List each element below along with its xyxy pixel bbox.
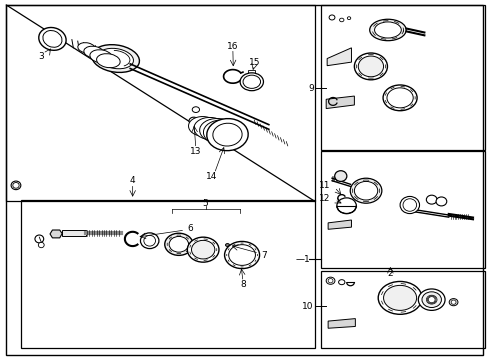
Ellipse shape: [199, 118, 235, 143]
Text: 11: 11: [318, 181, 330, 190]
Ellipse shape: [83, 46, 103, 58]
Ellipse shape: [203, 120, 241, 146]
Ellipse shape: [417, 289, 444, 310]
Ellipse shape: [194, 117, 226, 140]
Ellipse shape: [435, 197, 446, 206]
Ellipse shape: [90, 50, 112, 63]
Ellipse shape: [43, 31, 62, 47]
Polygon shape: [327, 220, 351, 229]
Ellipse shape: [39, 27, 66, 50]
Ellipse shape: [427, 297, 434, 303]
Ellipse shape: [386, 88, 412, 108]
Ellipse shape: [143, 235, 155, 246]
Ellipse shape: [354, 53, 386, 80]
Ellipse shape: [338, 280, 344, 285]
Ellipse shape: [383, 285, 416, 310]
Ellipse shape: [402, 199, 416, 211]
Text: 15: 15: [248, 58, 260, 67]
Polygon shape: [50, 230, 62, 238]
Ellipse shape: [328, 15, 334, 20]
Ellipse shape: [358, 56, 383, 77]
Ellipse shape: [377, 282, 421, 314]
Bar: [321, 271, 484, 348]
Ellipse shape: [97, 54, 120, 68]
Text: 10: 10: [302, 302, 313, 311]
Ellipse shape: [369, 19, 406, 41]
Ellipse shape: [339, 18, 343, 22]
Text: 16: 16: [226, 41, 238, 50]
Ellipse shape: [228, 245, 255, 265]
Ellipse shape: [11, 181, 21, 190]
Ellipse shape: [426, 295, 436, 304]
Ellipse shape: [140, 233, 159, 249]
Ellipse shape: [448, 298, 457, 306]
Ellipse shape: [192, 107, 199, 112]
Ellipse shape: [325, 277, 334, 284]
Ellipse shape: [92, 45, 139, 72]
Ellipse shape: [224, 242, 259, 269]
Text: 5: 5: [203, 199, 208, 208]
Ellipse shape: [78, 43, 95, 53]
Ellipse shape: [206, 118, 248, 151]
Ellipse shape: [427, 296, 435, 303]
Text: —1: —1: [295, 255, 309, 264]
Ellipse shape: [188, 117, 217, 136]
Bar: [21, 200, 314, 348]
Ellipse shape: [164, 233, 193, 255]
Text: 4: 4: [130, 176, 135, 185]
Text: 2: 2: [387, 269, 392, 278]
Ellipse shape: [169, 237, 188, 252]
Text: 12: 12: [318, 194, 330, 203]
Bar: [321, 5, 484, 150]
Ellipse shape: [399, 197, 419, 213]
Ellipse shape: [191, 240, 214, 259]
Text: 8: 8: [240, 280, 245, 289]
Ellipse shape: [98, 48, 133, 69]
Ellipse shape: [212, 123, 242, 146]
Ellipse shape: [426, 195, 436, 204]
Ellipse shape: [450, 300, 455, 304]
Ellipse shape: [382, 85, 416, 111]
Bar: [248, 70, 255, 74]
Bar: [61, 230, 86, 236]
Ellipse shape: [189, 117, 198, 124]
Ellipse shape: [374, 22, 401, 38]
Ellipse shape: [327, 279, 332, 283]
Ellipse shape: [354, 181, 377, 200]
Ellipse shape: [349, 178, 381, 203]
Ellipse shape: [334, 171, 346, 181]
Ellipse shape: [187, 237, 219, 262]
Text: 6: 6: [187, 224, 193, 233]
Ellipse shape: [240, 73, 263, 91]
Text: 9: 9: [308, 84, 314, 93]
Polygon shape: [325, 96, 354, 109]
Bar: [6, 5, 314, 202]
Ellipse shape: [421, 292, 441, 307]
Ellipse shape: [35, 235, 43, 243]
Ellipse shape: [225, 244, 229, 247]
Text: 3: 3: [38, 51, 44, 60]
Polygon shape: [327, 319, 355, 328]
Polygon shape: [326, 48, 351, 66]
Ellipse shape: [346, 17, 350, 19]
Text: 13: 13: [190, 147, 201, 156]
Ellipse shape: [38, 242, 44, 248]
Ellipse shape: [336, 198, 356, 213]
Bar: [321, 152, 484, 267]
Text: 7: 7: [261, 251, 266, 260]
Ellipse shape: [13, 183, 19, 188]
Text: 14: 14: [205, 172, 217, 181]
Ellipse shape: [243, 75, 260, 88]
